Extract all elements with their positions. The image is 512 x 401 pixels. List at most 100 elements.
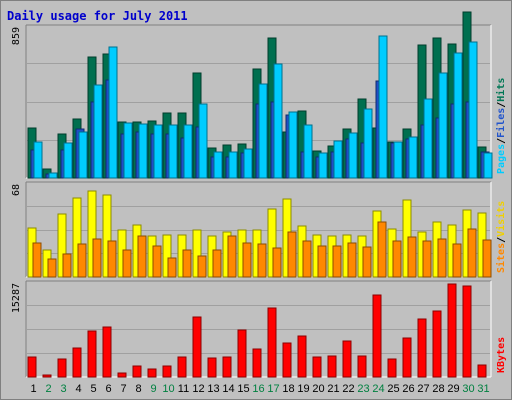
x-tick-label-17: 17 — [267, 383, 279, 395]
bar-pages-day-23: Pages 23: 390 — [363, 108, 373, 179]
bar-visits-day-4: Visits 4: 58 — [72, 197, 82, 278]
bar-sites-day-8: Sites 8: 30 — [137, 235, 147, 278]
bar-pages-day-3: Pages 3: 200 — [63, 142, 73, 179]
bar-kbytes-day-30: KBytes 30: 14800 — [462, 285, 472, 378]
x-tick-label-9: 9 — [150, 383, 156, 395]
bar-visits-day-3: Visits 3: 46 — [57, 213, 67, 278]
bar-visits-day-10: Visits 10: 31 — [162, 234, 172, 278]
bar-sites-day-12: Sites 12: 15 — [197, 255, 207, 278]
bar-kbytes-day-16: KBytes 16: 4500 — [252, 348, 262, 378]
bar-pages-day-31: Pages 31: 145 — [483, 152, 493, 179]
x-tick-label-14: 14 — [222, 383, 234, 395]
bar-kbytes-day-13: KBytes 13: 3100 — [207, 357, 217, 378]
bar-sites-day-20: Sites 20: 23 — [317, 245, 327, 278]
bar-sites-day-26: Sites 26: 29 — [407, 236, 417, 278]
x-tick-label-7: 7 — [120, 383, 126, 395]
side-legend: KBytes — [496, 337, 507, 373]
bar-pages-day-26: Pages 26: 232 — [408, 136, 418, 179]
x-axis: 1 2 3 4 5 6 7 8 9 10 11 12 13 14 15 16 17 18 19 20 21 22 23 24 2… — [30, 383, 489, 395]
bar-pages-day-29: Pages 29: 710 — [453, 52, 463, 179]
bar-kbytes-day-27: KBytes 27: 9400 — [417, 318, 427, 378]
panel-3: 15287 KBytes KBytes 1: 3300 KBytes 2: 300 KB… — [11, 280, 507, 378]
x-tick-label-8: 8 — [135, 383, 141, 395]
bar-sites-day-3: Sites 3: 17 — [62, 253, 72, 278]
bar-sites-day-5: Sites 5: 28 — [92, 238, 102, 278]
x-tick-label-4: 4 — [75, 383, 81, 395]
bar-pages-day-4: Pages 4: 263 — [78, 131, 88, 179]
x-tick-label-28: 28 — [432, 383, 444, 395]
bar-kbytes-day-1: KBytes 1: 3300 — [27, 356, 37, 378]
x-tick-label-16: 16 — [252, 383, 264, 395]
bar-kbytes-day-14: KBytes 14: 3200 — [222, 356, 232, 378]
x-tick-label-29: 29 — [447, 383, 459, 395]
bar-pages-day-25: Pages 25: 204 — [393, 141, 403, 179]
x-tick-label-24: 24 — [372, 383, 384, 395]
bar-kbytes-day-29: KBytes 29: 15100 — [447, 283, 457, 378]
bar-pages-day-30: Pages 30: 772 — [468, 41, 478, 179]
bar-sites-day-4: Sites 4: 24 — [77, 243, 87, 278]
bar-kbytes-day-12: KBytes 12: 9800 — [192, 316, 202, 378]
bar-pages-day-9: Pages 9: 302 — [153, 124, 163, 179]
x-tick-label-2: 2 — [45, 383, 51, 395]
bar-kbytes-day-20: KBytes 20: 3200 — [312, 356, 322, 378]
bar-kbytes-day-11: KBytes 11: 3300 — [177, 356, 187, 378]
x-tick-label-22: 22 — [342, 383, 354, 395]
bar-pages-day-24: Pages 24: 810 — [378, 35, 388, 179]
x-tick-label-18: 18 — [282, 383, 294, 395]
bar-pages-day-22: Pages 22: 258 — [348, 132, 358, 179]
bar-pages-day-5: Pages 5: 527 — [93, 84, 103, 179]
bar-kbytes-day-9: KBytes 9: 1300 — [147, 368, 157, 378]
x-tick-label-27: 27 — [417, 383, 429, 395]
x-tick-label-20: 20 — [312, 383, 324, 395]
bar-pages-day-2: Pages 2: 26 — [48, 172, 58, 179]
bar-pages-day-28: Pages 28: 598 — [438, 72, 448, 179]
legend-sites: Sites — [495, 243, 507, 273]
bar-pages-day-16: Pages 16: 533 — [258, 83, 268, 179]
bar-sites-day-21: Sites 21: 23 — [332, 245, 342, 278]
bar-sites-day-25: Sites 25: 26 — [392, 240, 402, 278]
bar-kbytes-day-10: KBytes 10: 1800 — [162, 365, 172, 378]
y-max-label: 68 — [11, 184, 22, 196]
x-tick-label-11: 11 — [178, 383, 189, 395]
x-tick-label-13: 13 — [207, 383, 219, 395]
bar-sites-day-23: Sites 23: 22 — [362, 246, 372, 278]
bar-kbytes-day-5: KBytes 5: 7500 — [87, 330, 97, 378]
bar-kbytes-day-21: KBytes 21: 3400 — [327, 355, 337, 378]
side-legend: Pages/Files/Hits — [495, 78, 507, 174]
bar-sites-day-14: Sites 14: 30 — [227, 235, 237, 278]
bar-kbytes-day-22: KBytes 22: 5900 — [342, 340, 352, 378]
x-tick-label-10: 10 — [162, 383, 174, 395]
bar-kbytes-day-26: KBytes 26: 6400 — [402, 337, 412, 378]
bar-pages-day-13: Pages 13: 146 — [213, 151, 223, 179]
bar-kbytes-day-31: KBytes 31: 2000 — [477, 364, 487, 378]
bar-pages-day-12: Pages 12: 423 — [198, 103, 208, 179]
bar-sites-day-1: Sites 1: 25 — [32, 242, 42, 278]
x-tick-label-5: 5 — [90, 383, 96, 395]
y-max-label: 859 — [11, 27, 22, 45]
bar-pages-day-11: Pages 11: 302 — [183, 124, 193, 179]
bar-kbytes-day-7: KBytes 7: 600 — [117, 372, 127, 378]
legend-separator: / — [496, 102, 507, 108]
x-tick-label-23: 23 — [357, 383, 369, 395]
bar-kbytes-day-2: KBytes 2: 300 — [42, 374, 52, 378]
legend-pages: Pages — [496, 144, 507, 174]
x-tick-label-15: 15 — [237, 383, 249, 395]
x-tick-label-3: 3 — [60, 383, 66, 395]
bar-pages-day-18: Pages 18: 378 — [288, 111, 298, 179]
bar-pages-day-7: Pages 7: 315 — [123, 122, 133, 179]
bar-sites-day-6: Sites 6: 26 — [107, 240, 117, 278]
bar-sites-day-28: Sites 28: 28 — [437, 238, 447, 278]
bar-kbytes-day-4: KBytes 4: 4700 — [72, 347, 82, 378]
x-tick-label-21: 21 — [327, 383, 339, 395]
bar-kbytes-day-17: KBytes 17: 11200 — [267, 307, 277, 378]
bar-pages-day-20: Pages 20: 140 — [318, 152, 328, 179]
legend-separator: / — [496, 138, 507, 144]
side-legend: Sites/Visits — [495, 201, 507, 273]
bar-kbytes-day-23: KBytes 23: 3400 — [357, 355, 367, 378]
x-tick-label-26: 26 — [402, 383, 414, 395]
